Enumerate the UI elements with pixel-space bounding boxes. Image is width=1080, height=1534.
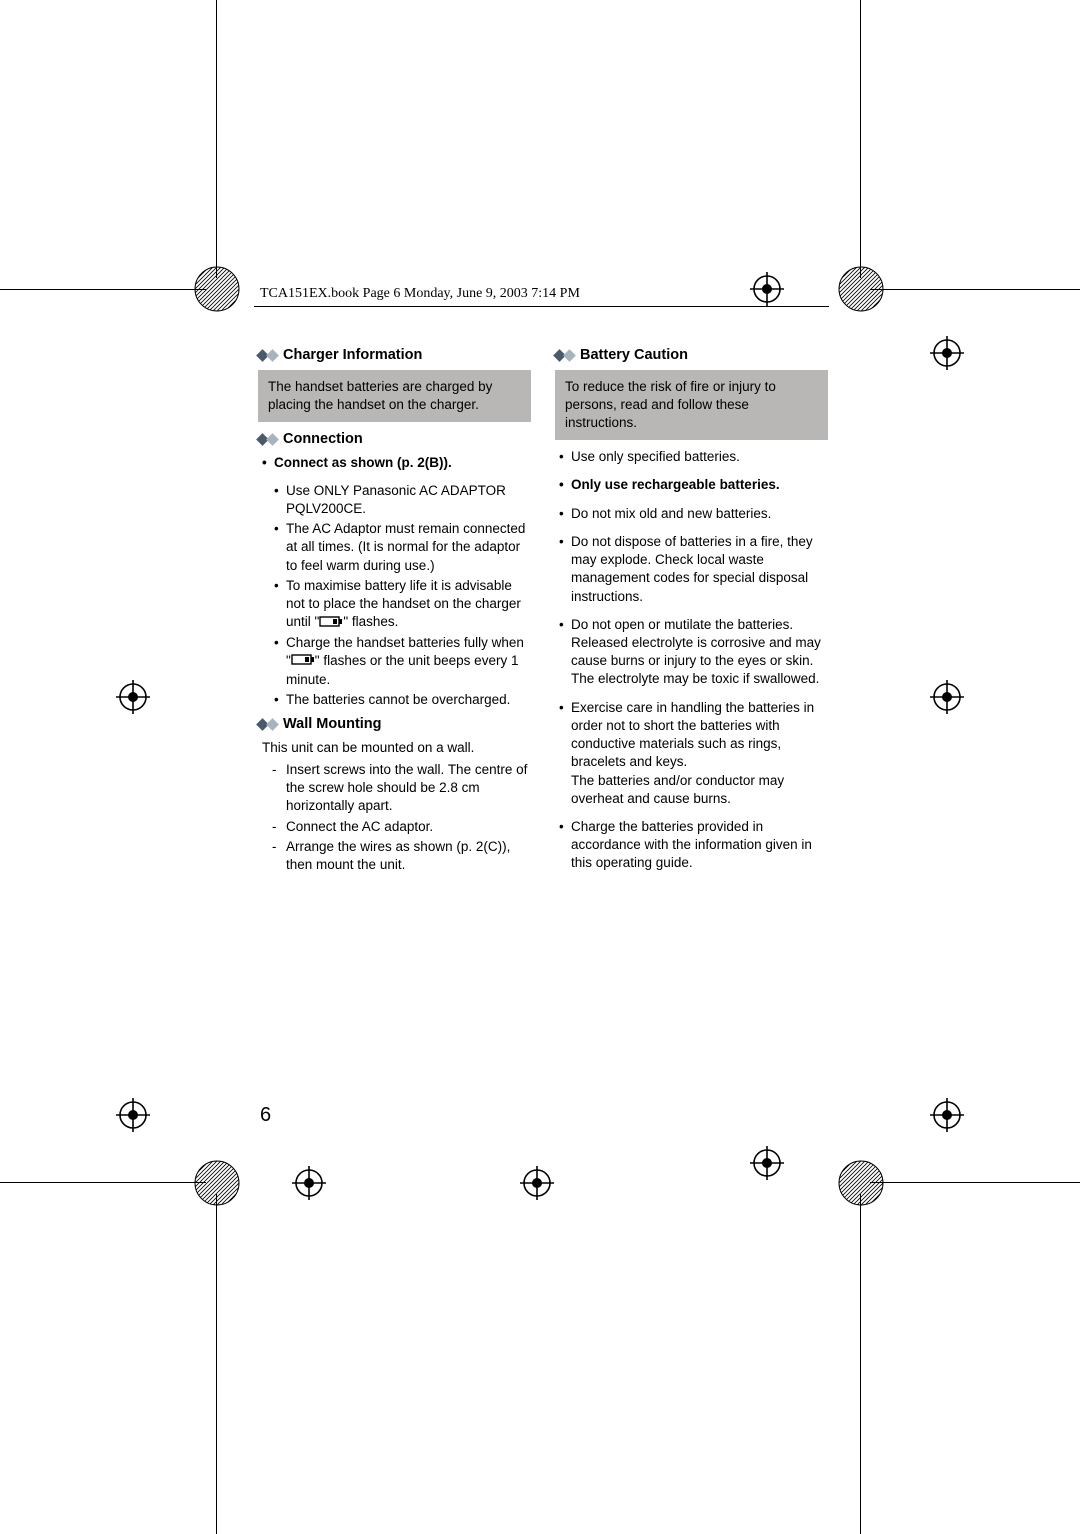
list-item: Insert screws into the wall. The centre …	[272, 761, 531, 816]
connect-instruction: Connect as shown (p. 2(B)).	[262, 454, 531, 472]
registration-mark-icon	[750, 272, 784, 306]
bullet-diamond-icon	[258, 435, 277, 444]
connection-list: Use ONLY Panasonic AC ADAPTOR PQLV200CE.…	[258, 482, 531, 709]
registration-mark-icon	[750, 1146, 784, 1180]
battery-bullet: Do not dispose of batteries in a fire, t…	[559, 533, 828, 606]
bullet-diamond-icon	[258, 351, 277, 360]
corner-ornament-tr	[838, 266, 884, 312]
right-column: Battery Caution To reduce the risk of fi…	[555, 340, 828, 883]
registration-mark-icon	[930, 336, 964, 370]
bullet-diamond-icon	[258, 720, 277, 729]
list-item: Charge the handset batteries fully when …	[276, 634, 531, 689]
list-item: Use ONLY Panasonic AC ADAPTOR PQLV200CE.	[276, 482, 531, 518]
wall-mount-intro: This unit can be mounted on a wall.	[262, 739, 531, 757]
section-title: Connection	[283, 430, 363, 450]
battery-bullet: Do not mix old and new batteries.	[559, 505, 828, 523]
content-area: Charger Information The handset batterie…	[258, 340, 828, 883]
section-title: Wall Mounting	[283, 715, 382, 735]
registration-mark-icon	[930, 680, 964, 714]
registration-mark-icon	[930, 1098, 964, 1132]
list-item: The AC Adaptor must remain connected at …	[276, 520, 531, 575]
battery-caution-box: To reduce the risk of fire or injury to …	[555, 370, 828, 441]
battery-bullet-bold: Only use rechargeable batteries.	[559, 476, 828, 494]
header-rule	[254, 306, 829, 307]
section-battery-caution: Battery Caution	[555, 346, 828, 366]
battery-bullet: Exercise care in handling the batteries …	[559, 699, 828, 808]
section-title: Charger Information	[283, 346, 422, 366]
battery-low-icon	[319, 614, 343, 632]
wall-mount-steps: Insert screws into the wall. The centre …	[258, 761, 531, 874]
section-charger-info: Charger Information	[258, 346, 531, 366]
list-item: Connect the AC adaptor.	[272, 818, 531, 836]
left-column: Charger Information The handset batterie…	[258, 340, 531, 883]
section-connection: Connection	[258, 430, 531, 450]
bullet-diamond-icon	[555, 351, 574, 360]
page-header-text: TCA151EX.book Page 6 Monday, June 9, 200…	[260, 286, 580, 302]
registration-mark-icon	[116, 680, 150, 714]
section-title: Battery Caution	[580, 346, 688, 366]
page-number: 6	[260, 1104, 271, 1127]
list-item: Arrange the wires as shown (p. 2(C)), th…	[272, 838, 531, 874]
battery-bullet: Use only specified batteries.	[559, 448, 828, 466]
list-item: The batteries cannot be overcharged.	[276, 691, 531, 709]
battery-bullet: Do not open or mutilate the batteries. R…	[559, 616, 828, 689]
section-wall-mounting: Wall Mounting	[258, 715, 531, 735]
corner-ornament-bl	[194, 1160, 240, 1206]
battery-bullet: Charge the batteries provided in accorda…	[559, 818, 828, 873]
registration-mark-icon	[292, 1166, 326, 1200]
list-item: To maximise battery life it is advisable…	[276, 577, 531, 632]
registration-mark-icon	[520, 1166, 554, 1200]
registration-mark-icon	[116, 1098, 150, 1132]
battery-low-icon	[291, 652, 315, 670]
corner-ornament-br	[838, 1160, 884, 1206]
charger-info-box: The handset batteries are charged by pla…	[258, 370, 531, 422]
corner-ornament-tl	[194, 266, 240, 312]
